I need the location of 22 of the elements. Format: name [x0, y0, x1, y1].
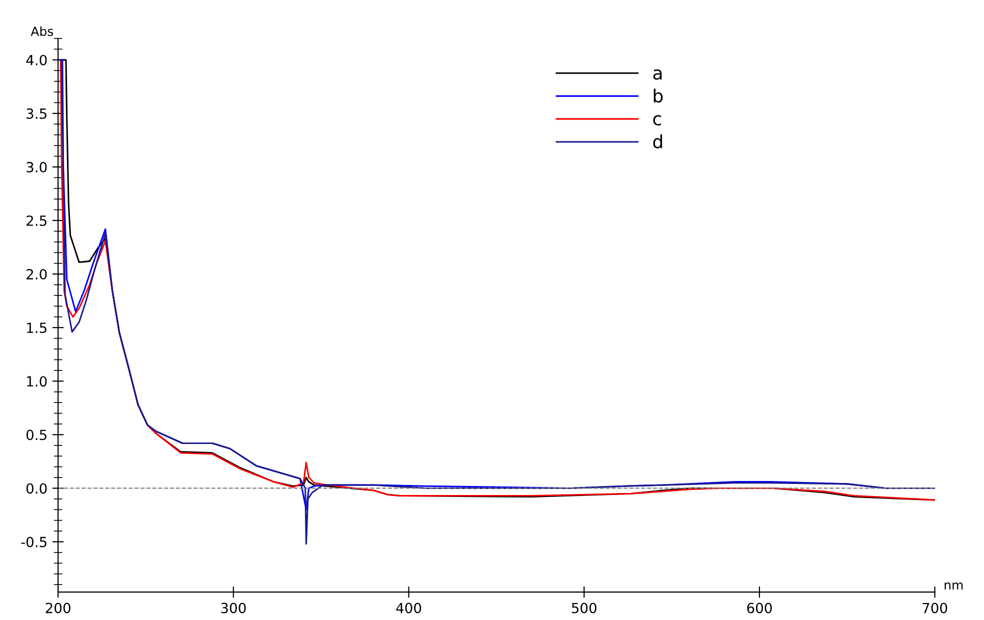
legend-label: b: [654, 88, 663, 103]
y-tick-label: 2.5: [26, 215, 46, 226]
x-tick-label: 300: [221, 602, 246, 614]
y-tick-label: 0.0: [26, 483, 47, 494]
y-tick-label: 1.5: [27, 322, 46, 334]
x-tick-label: 600: [747, 602, 772, 614]
x-tick-label: 400: [396, 602, 422, 614]
y-tick-label: 3.5: [26, 108, 46, 119]
x-tick-label: 200: [46, 602, 70, 614]
x-axis-title: nm: [944, 582, 963, 590]
y-tick-label: 1.0: [27, 376, 47, 387]
y-tick-label: 3.0: [26, 162, 47, 172]
y-tick-label: 2.0: [26, 269, 47, 280]
y-axis-title: Abs: [30, 26, 54, 36]
legend-label: c: [653, 115, 662, 126]
y-tick-label: 4.0: [26, 54, 47, 66]
y-tick-label: -0.5: [21, 536, 46, 548]
x-tick-label: 700: [922, 602, 948, 614]
x-tick-label: 500: [572, 602, 596, 614]
legend-label: a: [653, 69, 662, 80]
legend-label: d: [653, 134, 662, 148]
y-tick-label: 0.5: [26, 430, 46, 440]
